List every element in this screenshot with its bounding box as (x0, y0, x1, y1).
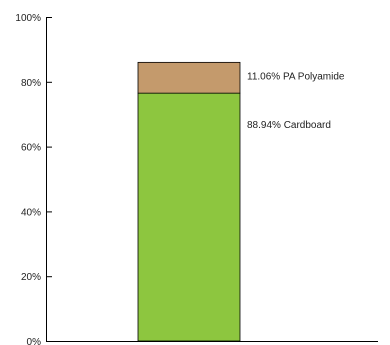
y-tick-label: 40% (21, 207, 41, 218)
y-tick-label: 0% (27, 337, 42, 345)
y-axis: 0% 20% 40% 60% 80% 100% (15, 13, 52, 345)
data-label: 11.06% PA Polyamide (247, 71, 345, 82)
y-tick-label: 100% (15, 13, 41, 24)
y-tick-label: 60% (21, 143, 41, 154)
y-tick-label: 80% (21, 78, 41, 89)
bar-segment-cardboard (137, 92, 241, 342)
data-labels: 88.94% Cardboard 11.06% PA Polyamide (247, 71, 345, 131)
data-label: 88.94% Cardboard (247, 120, 331, 131)
bars (137, 61, 241, 342)
bar-segment-pa-polyamide (137, 61, 241, 94)
y-tick-label: 20% (21, 272, 41, 283)
